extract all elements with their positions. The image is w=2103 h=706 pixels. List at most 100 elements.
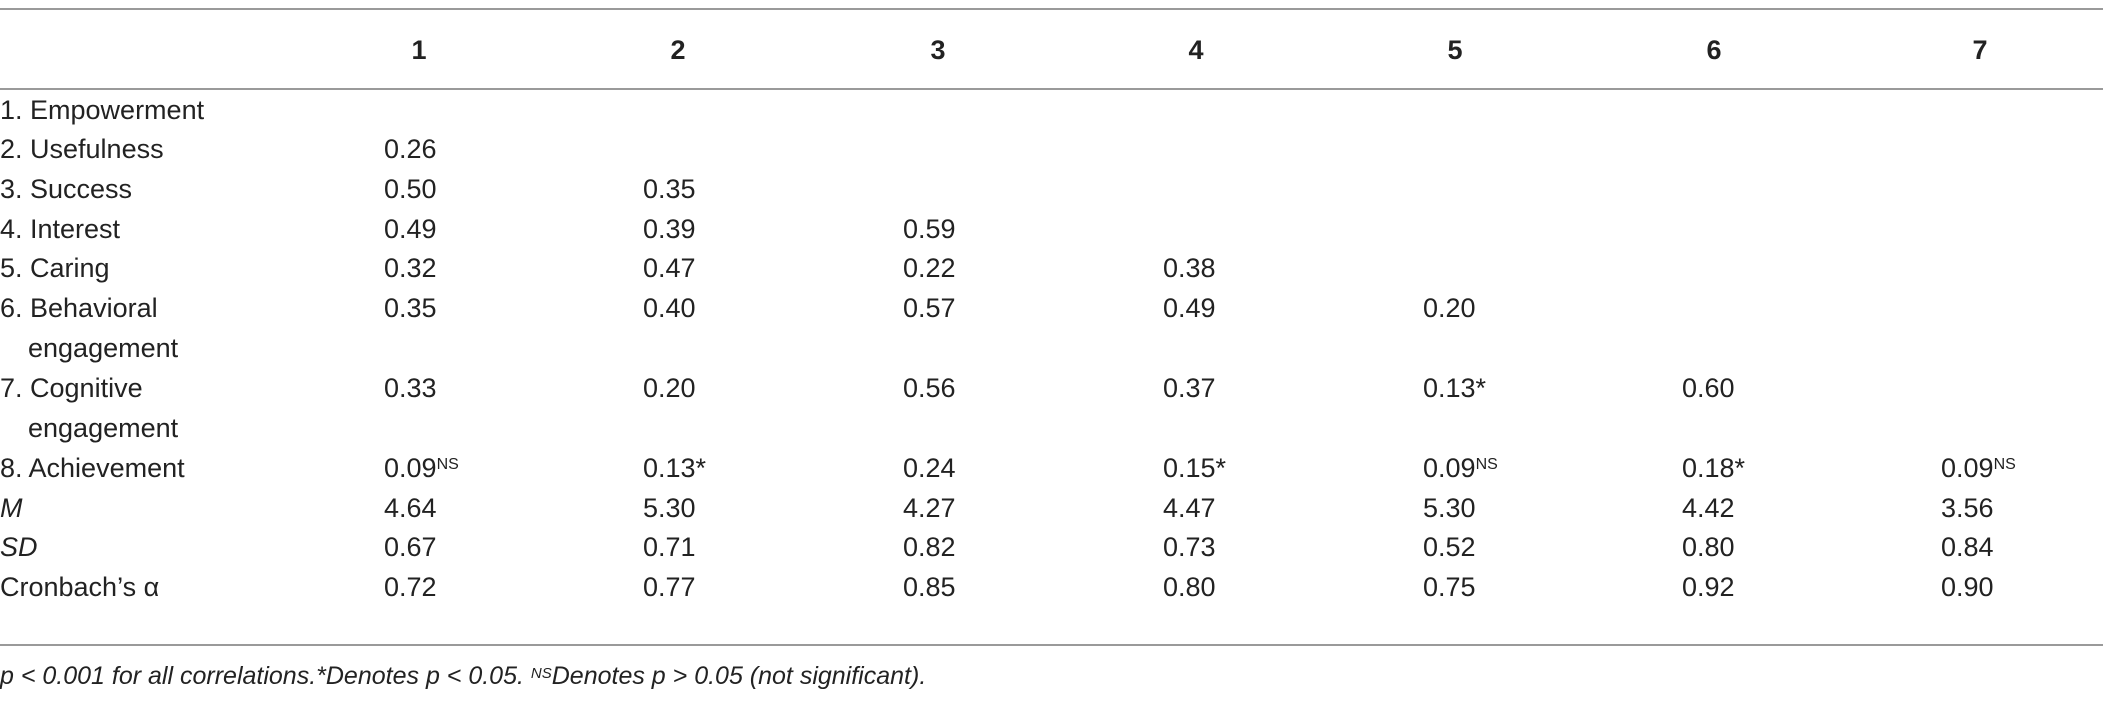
row-label-line: 1. Empowerment bbox=[0, 95, 205, 125]
cell-value: 0.40 bbox=[643, 293, 696, 323]
table-top-rule bbox=[0, 8, 2103, 10]
table-cell: 3.56 bbox=[1941, 488, 1994, 528]
cell-value: 0.90 bbox=[1941, 572, 1994, 602]
cell-value: 0.13* bbox=[643, 453, 707, 483]
table-cell: 0.84 bbox=[1941, 527, 1994, 567]
table-cell: 0.82 bbox=[903, 527, 956, 567]
column-header-7: 7 bbox=[1972, 35, 1988, 65]
table-cell: 0.71 bbox=[643, 527, 696, 567]
cell-value: 0.09 bbox=[384, 453, 437, 483]
footnote-superscript: NS bbox=[530, 665, 552, 682]
row-label-line: 4. Interest bbox=[0, 214, 121, 244]
row-label-line: 7. Cognitive bbox=[0, 373, 143, 403]
table-cell: 0.50 bbox=[384, 169, 437, 209]
cell-value: 4.27 bbox=[903, 493, 956, 523]
table-cell: 0.20 bbox=[643, 368, 696, 408]
table-cell: 0.09NS bbox=[1423, 448, 1498, 488]
row-label: M bbox=[0, 488, 23, 528]
cell-value: 0.71 bbox=[643, 532, 696, 562]
column-header-3: 3 bbox=[930, 35, 946, 65]
cell-value: 0.82 bbox=[903, 532, 956, 562]
table-cell: 0.35 bbox=[643, 169, 696, 209]
cell-value: 0.49 bbox=[1163, 293, 1216, 323]
table-cell: 4.27 bbox=[903, 488, 956, 528]
table-cell: 4.47 bbox=[1163, 488, 1216, 528]
table-cell: 0.18* bbox=[1682, 448, 1745, 488]
row-label: 1. Empowerment bbox=[0, 90, 204, 130]
table-cell: 4.42 bbox=[1682, 488, 1735, 528]
table-cell: 0.15* bbox=[1163, 448, 1226, 488]
row-label-line: 5. Caring bbox=[0, 253, 110, 283]
table-bottom-rule bbox=[0, 644, 2103, 646]
table-cell: 0.24 bbox=[903, 448, 956, 488]
cell-value: 0.50 bbox=[384, 174, 437, 204]
row-label: Cronbach’s α bbox=[0, 567, 159, 607]
table-cell: 0.85 bbox=[903, 567, 956, 607]
cell-value: 0.26 bbox=[384, 134, 437, 164]
cell-value: 0.85 bbox=[903, 572, 956, 602]
table-cell: 0.73 bbox=[1163, 527, 1216, 567]
cell-value: 0.56 bbox=[903, 373, 956, 403]
cell-value: 0.20 bbox=[1423, 293, 1476, 323]
row-label: 5. Caring bbox=[0, 248, 110, 288]
cell-value: 0.47 bbox=[643, 253, 696, 283]
table-cell: 0.35 bbox=[384, 288, 437, 328]
row-label-line: M bbox=[0, 493, 23, 523]
table-cell: 0.37 bbox=[1163, 368, 1216, 408]
table-cell: 0.75 bbox=[1423, 567, 1476, 607]
cell-value: 0.09 bbox=[1941, 453, 1994, 483]
table-cell: 0.13* bbox=[1423, 368, 1486, 408]
cell-value: 0.80 bbox=[1163, 572, 1216, 602]
cell-value: 0.09 bbox=[1423, 453, 1476, 483]
cell-value: 4.64 bbox=[384, 493, 437, 523]
column-header-5: 5 bbox=[1447, 35, 1463, 65]
cell-value: 0.84 bbox=[1941, 532, 1994, 562]
cell-value: 0.57 bbox=[903, 293, 956, 323]
cell-value: 0.80 bbox=[1682, 532, 1735, 562]
cell-value: 0.67 bbox=[384, 532, 437, 562]
row-label-line: 3. Success bbox=[0, 174, 133, 204]
table-cell: 5.30 bbox=[1423, 488, 1476, 528]
cell-value: 3.56 bbox=[1941, 493, 1994, 523]
table-cell: 0.38 bbox=[1163, 248, 1216, 288]
table-cell: 0.20 bbox=[1423, 288, 1476, 328]
cell-value: 0.49 bbox=[384, 214, 437, 244]
table-cell: 0.56 bbox=[903, 368, 956, 408]
cell-value: 4.42 bbox=[1682, 493, 1735, 523]
cell-value: 5.30 bbox=[643, 493, 696, 523]
table-cell: 0.49 bbox=[384, 209, 437, 249]
cell-superscript: NS bbox=[1993, 456, 2016, 473]
table-cell: 0.32 bbox=[384, 248, 437, 288]
table-cell: 0.49 bbox=[1163, 288, 1216, 328]
cell-value: 0.13* bbox=[1423, 373, 1487, 403]
table-cell: 0.40 bbox=[643, 288, 696, 328]
row-label-line: 2. Usefulness bbox=[0, 134, 164, 164]
column-header-2: 2 bbox=[670, 35, 686, 65]
table-cell: 0.13* bbox=[643, 448, 706, 488]
table-cell: 0.39 bbox=[643, 209, 696, 249]
cell-value: 0.33 bbox=[384, 373, 437, 403]
table-cell: 0.22 bbox=[903, 248, 956, 288]
cell-superscript: NS bbox=[1475, 456, 1498, 473]
cell-value: 0.35 bbox=[384, 293, 437, 323]
table-cell: 0.26 bbox=[384, 129, 437, 169]
table-footnote: p < 0.001 for all correlations.*Denotes … bbox=[0, 656, 926, 696]
cell-value: 0.60 bbox=[1682, 373, 1735, 403]
table-cell: 0.72 bbox=[384, 567, 437, 607]
cell-value: 0.59 bbox=[903, 214, 956, 244]
cell-value: 0.38 bbox=[1163, 253, 1216, 283]
row-label: 6. Behavioral engagement bbox=[0, 288, 178, 368]
table-header-rule bbox=[0, 88, 2103, 90]
cell-value: 4.47 bbox=[1163, 493, 1216, 523]
cell-value: 0.35 bbox=[643, 174, 696, 204]
cell-value: 0.22 bbox=[903, 253, 956, 283]
row-label: 4. Interest bbox=[0, 209, 120, 249]
row-label: 8. Achievement bbox=[0, 448, 185, 488]
row-label: 7. Cognitive engagement bbox=[0, 368, 178, 448]
row-label-line: 6. Behavioral bbox=[0, 293, 158, 323]
cell-value: 0.75 bbox=[1423, 572, 1476, 602]
table-cell: 0.80 bbox=[1682, 527, 1735, 567]
table-cell: 0.90 bbox=[1941, 567, 1994, 607]
cell-value: 0.39 bbox=[643, 214, 696, 244]
table-cell: 4.64 bbox=[384, 488, 437, 528]
